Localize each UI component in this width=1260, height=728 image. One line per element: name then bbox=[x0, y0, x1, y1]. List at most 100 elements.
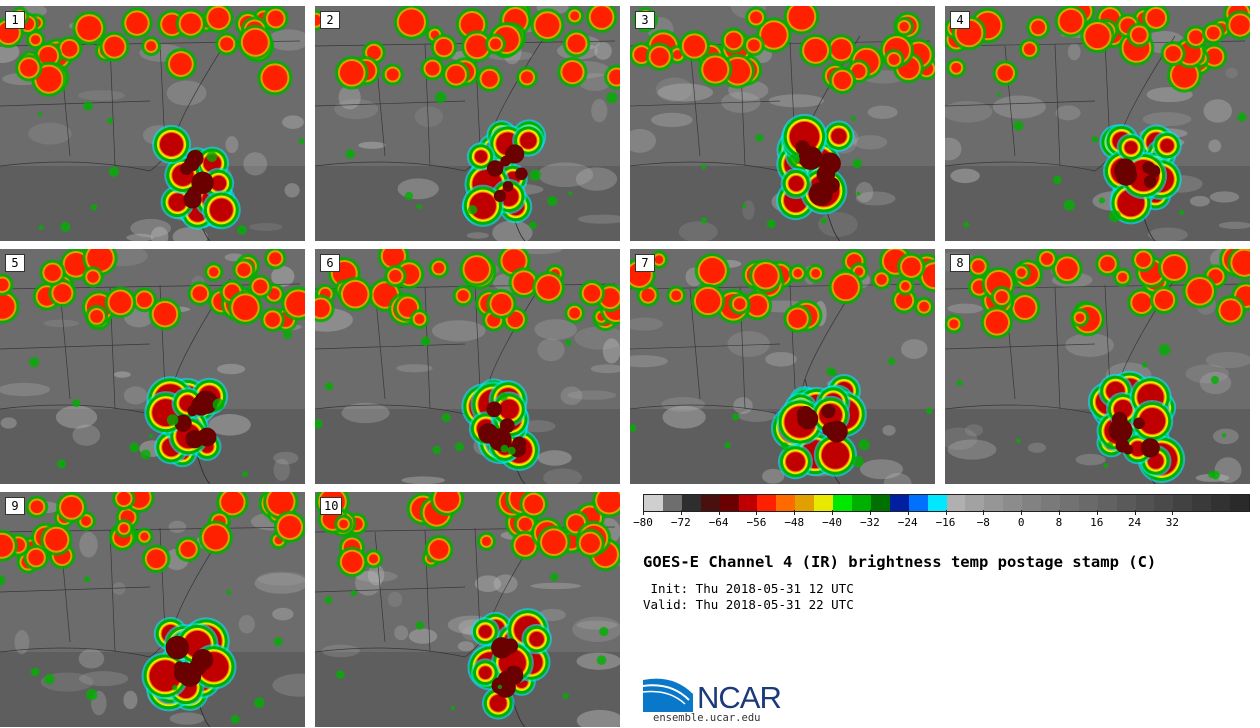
colorbar-tick bbox=[680, 510, 682, 515]
colorbar-tick bbox=[832, 510, 834, 515]
satellite-map-7 bbox=[630, 249, 935, 484]
colorbar-swatch bbox=[795, 495, 815, 511]
satellite-map-8 bbox=[945, 249, 1250, 484]
colorbar-swatch bbox=[984, 495, 1004, 511]
colorbar-swatch bbox=[719, 495, 739, 511]
colorbar-tick-label: −64 bbox=[708, 516, 729, 529]
colorbar-swatch bbox=[757, 495, 777, 511]
colorbar-swatch bbox=[1173, 495, 1193, 511]
colorbar-swatch bbox=[662, 495, 682, 511]
ensemble-member-panel-7: 7 bbox=[630, 249, 935, 484]
valid-time: Valid: Thu 2018-05-31 22 UTC bbox=[643, 597, 854, 612]
ensemble-member-panel-5: 5 bbox=[0, 249, 305, 484]
colorbar-tick-label: 16 bbox=[1090, 516, 1104, 529]
colorbar-tick bbox=[945, 510, 947, 515]
temperature-colorbar bbox=[643, 494, 1250, 512]
colorbar-swatch bbox=[681, 495, 701, 511]
satellite-map-3 bbox=[630, 6, 935, 241]
colorbar-swatch bbox=[908, 495, 928, 511]
panel-label-2: 2 bbox=[320, 11, 340, 29]
panel-label-3: 3 bbox=[635, 11, 655, 29]
figure-title: GOES-E Channel 4 (IR) brightness temp po… bbox=[643, 553, 1157, 571]
panel-label-9: 9 bbox=[5, 497, 25, 515]
colorbar-swatch bbox=[1135, 495, 1155, 511]
panel-label-7: 7 bbox=[635, 254, 655, 272]
ensemble-member-panel-6: 6 bbox=[315, 249, 620, 484]
ensemble-member-panel-1: 1 bbox=[0, 6, 305, 241]
colorbar-tick-label: −80 bbox=[633, 516, 653, 529]
panel-label-4: 4 bbox=[950, 11, 970, 29]
colorbar-tick bbox=[869, 510, 871, 515]
satellite-map-6 bbox=[315, 249, 620, 484]
satellite-map-9 bbox=[0, 492, 305, 727]
satellite-map-10 bbox=[315, 492, 620, 727]
colorbar-swatch bbox=[833, 495, 852, 511]
colorbar-swatch bbox=[1022, 495, 1042, 511]
panel-label-6: 6 bbox=[320, 254, 340, 272]
colorbar-swatch bbox=[1078, 495, 1098, 511]
colorbar-tick bbox=[907, 510, 909, 515]
colorbar-tick bbox=[718, 510, 720, 515]
satellite-map-2 bbox=[315, 6, 620, 241]
colorbar-swatch bbox=[1116, 495, 1136, 511]
colorbar-swatch bbox=[1059, 495, 1079, 511]
colorbar-tick bbox=[1172, 510, 1174, 515]
ensemble-member-panel-9: 9 bbox=[0, 492, 305, 727]
colorbar-tick bbox=[643, 510, 644, 515]
colorbar-tick-label: −40 bbox=[822, 516, 842, 529]
colorbar-tick-label: 8 bbox=[1055, 516, 1063, 529]
colorbar-swatch bbox=[851, 495, 871, 511]
colorbar-swatch bbox=[814, 495, 834, 511]
ensemble-member-panel-4: 4 bbox=[945, 6, 1250, 241]
ensemble-member-panel-2: 2 bbox=[315, 6, 620, 241]
colorbar-tick-label: −56 bbox=[746, 516, 767, 529]
ncar-logo-icon bbox=[643, 678, 693, 712]
colorbar-tick-label: −16 bbox=[935, 516, 956, 529]
colorbar-tick-label: −48 bbox=[784, 516, 805, 529]
panel-label-1: 1 bbox=[5, 11, 25, 29]
colorbar-swatch bbox=[889, 495, 909, 511]
colorbar-swatch bbox=[1041, 495, 1060, 511]
colorbar-swatch bbox=[870, 495, 890, 511]
colorbar-swatch bbox=[700, 495, 720, 511]
colorbar-tick-label: 24 bbox=[1127, 516, 1142, 529]
colorbar-swatch bbox=[1230, 495, 1249, 511]
satellite-map-5 bbox=[0, 249, 305, 484]
ncar-url: ensemble.ucar.edu bbox=[653, 712, 761, 724]
colorbar-tick bbox=[983, 510, 985, 515]
panel-label-5: 5 bbox=[5, 254, 25, 272]
colorbar-swatch bbox=[776, 495, 796, 511]
colorbar-tick bbox=[1096, 510, 1098, 515]
colorbar-tick bbox=[1058, 510, 1060, 515]
init-time: Init: Thu 2018-05-31 12 UTC bbox=[643, 581, 854, 596]
colorbar-tick-label: −72 bbox=[670, 516, 691, 529]
colorbar-swatch bbox=[1003, 495, 1023, 511]
colorbar-swatch bbox=[965, 495, 985, 511]
panel-label-10: 10 bbox=[320, 497, 343, 515]
colorbar-tick-label: −8 bbox=[976, 516, 990, 529]
ensemble-member-panel-10: 10 bbox=[315, 492, 620, 727]
colorbar-tick bbox=[1134, 510, 1136, 515]
colorbar-ticks: −80 −72 −64 −56 −48 −40 −32 −24 −16 −8 0 8 16 24 32 bbox=[633, 510, 1248, 530]
ensemble-member-panel-3: 3 bbox=[630, 6, 935, 241]
colorbar-swatch bbox=[1097, 495, 1117, 511]
ensemble-member-panel-8: 8 bbox=[945, 249, 1250, 484]
colorbar-swatch bbox=[1192, 495, 1212, 511]
colorbar-swatch bbox=[738, 495, 758, 511]
colorbar-tick-label: −32 bbox=[859, 516, 880, 529]
colorbar-swatch bbox=[1211, 495, 1231, 511]
panel-label-8: 8 bbox=[950, 254, 970, 272]
colorbar-tick bbox=[756, 510, 758, 515]
colorbar-tick bbox=[1021, 510, 1023, 515]
colorbar-tick bbox=[794, 510, 796, 515]
colorbar-swatch bbox=[927, 495, 947, 511]
colorbar-swatch bbox=[1154, 495, 1174, 511]
colorbar-swatch bbox=[644, 495, 663, 511]
colorbar-tick-label: 0 bbox=[1017, 516, 1025, 529]
colorbar-tick-label: −24 bbox=[897, 516, 918, 529]
colorbar-tick-label: 32 bbox=[1165, 516, 1179, 529]
satellite-map-4 bbox=[945, 6, 1250, 241]
satellite-map-1 bbox=[0, 6, 305, 241]
ncar-logo-text: NCAR bbox=[697, 680, 782, 715]
colorbar-swatch bbox=[946, 495, 966, 511]
